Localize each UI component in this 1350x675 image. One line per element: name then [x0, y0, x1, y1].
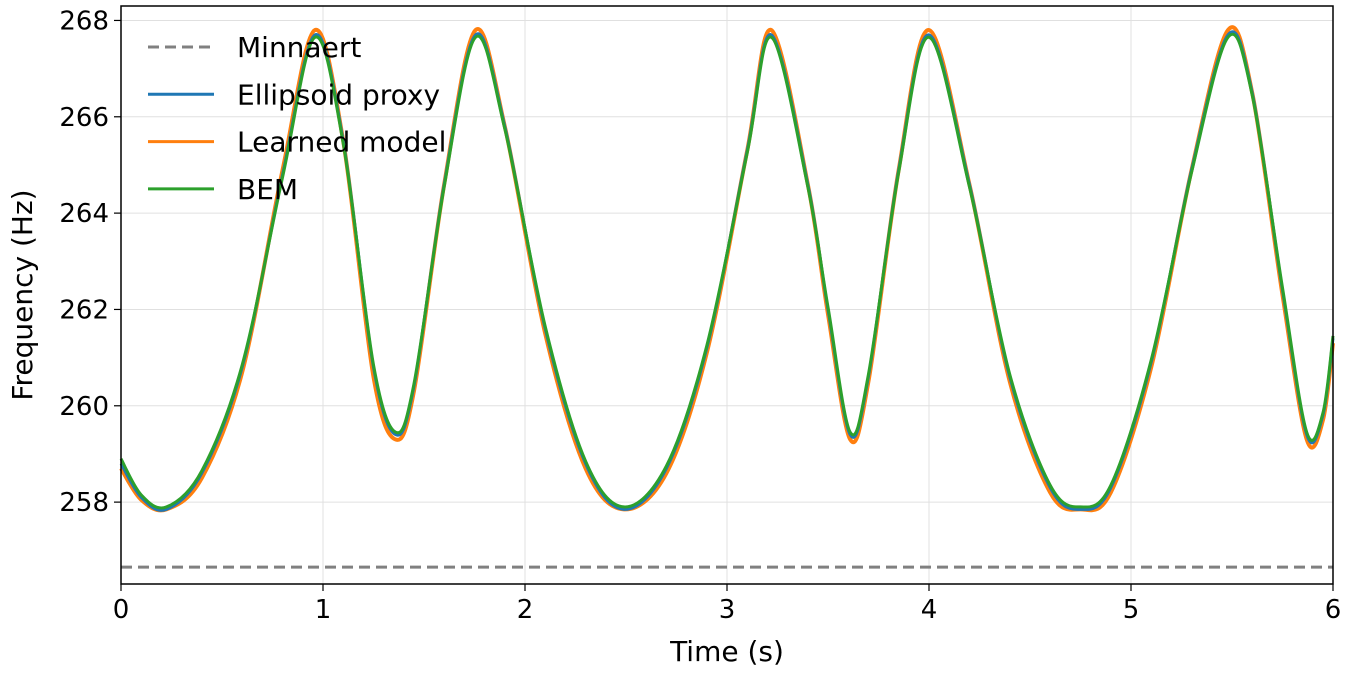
- y-tick-label: 268: [59, 6, 109, 36]
- x-tick-label: 5: [1123, 595, 1140, 625]
- legend: Minnaert Ellipsoid proxy Learned model BEM: [148, 31, 446, 206]
- legend-label-learned-model: Learned model: [237, 126, 446, 159]
- x-tick-label: 3: [719, 595, 736, 625]
- grid-lines: [120, 6, 1334, 584]
- axis-ticks: 0 1 2 3 4 5 6 258 260 262 264 266 268: [59, 6, 1341, 625]
- y-tick-label: 262: [59, 295, 109, 325]
- x-tick-label: 2: [517, 595, 534, 625]
- legend-label-minnaert: Minnaert: [237, 31, 361, 64]
- series-line-bem: [119, 32, 1335, 510]
- x-tick-label: 0: [113, 595, 130, 625]
- legend-label-bem: BEM: [237, 173, 298, 206]
- y-tick-label: 264: [59, 199, 109, 229]
- series-lines: [119, 25, 1335, 569]
- y-tick-label: 260: [59, 392, 109, 422]
- x-tick-label: 4: [921, 595, 938, 625]
- y-tick-label: 258: [59, 488, 109, 518]
- x-axis-label: Time (s): [669, 635, 784, 668]
- y-tick-label: 266: [59, 103, 109, 133]
- x-tick-label: 6: [1325, 595, 1342, 625]
- legend-label-ellipsoid-proxy: Ellipsoid proxy: [237, 78, 440, 111]
- y-axis-label: Frequency (Hz): [6, 189, 39, 400]
- x-tick-label: 1: [315, 595, 332, 625]
